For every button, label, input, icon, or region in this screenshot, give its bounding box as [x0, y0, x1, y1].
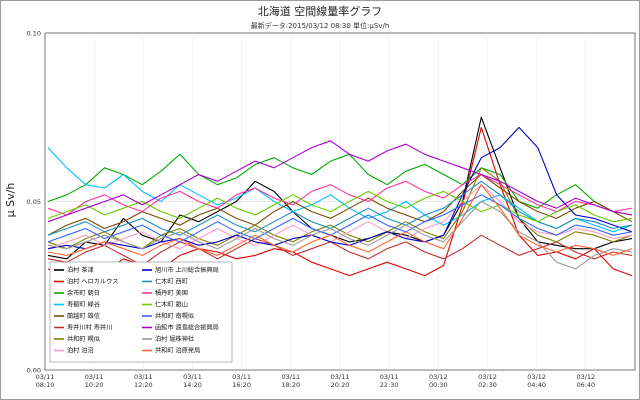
x-tick-time: 14:20 [183, 381, 202, 389]
x-tick-date: 03/11 [134, 373, 153, 381]
x-tick-time: 20:20 [331, 381, 350, 389]
x-tick-date: 03/11 [85, 373, 104, 381]
x-tick-time: 18:20 [281, 381, 300, 389]
series-line-12 [47, 194, 633, 243]
legend-entry: 寿井川村 寿井川 [67, 324, 112, 332]
series-line-15 [47, 184, 633, 256]
series-lines [47, 116, 633, 283]
legend-entry: 旭川市 上川総合振興局 [155, 266, 219, 274]
x-tick-date: 03/11 [36, 373, 55, 381]
x-tick-date: 03/12 [429, 373, 448, 381]
legend-entry: 泊村 泊沼 [67, 347, 94, 355]
y-tick-label: 0.00 [27, 367, 41, 375]
series-line-0 [47, 116, 633, 260]
legend-entry: 余市町 朝日 [67, 289, 100, 297]
legend-entry: 寿都町 緑谷 [67, 301, 100, 309]
y-tick-label: 0.10 [27, 30, 41, 38]
legend-entry: 泊村 ヘロカルウス [67, 278, 118, 286]
chart-title: 北海道 空間線量率グラフ [258, 4, 383, 18]
x-tick-time: 06:40 [576, 381, 595, 389]
series-line-14 [47, 200, 633, 270]
y-axis-label: μ Sv/h [4, 183, 17, 218]
legend-entry: 泊村 茶津 [67, 266, 94, 274]
x-tick-date: 03/12 [576, 373, 595, 381]
y-tick-labels: 0.00 0.05 0.10 [27, 30, 41, 375]
x-tick-time: 02:30 [478, 381, 497, 389]
legend-entry: 共和町 泊原発局 [155, 347, 200, 355]
x-tick-labels: 03/1108:1003/1110:2003/1112:2003/1114:20… [36, 373, 596, 389]
x-tick-time: 04:40 [527, 381, 546, 389]
x-tick-date: 03/12 [527, 373, 546, 381]
x-tick-time: 16:20 [232, 381, 251, 389]
legend-entry: 泊村 堀株神社 [155, 335, 194, 343]
x-tick-time: 22:30 [380, 381, 399, 389]
chart-subtitle: 最新データ:2015/03/12 08:30 単位:μSv/h [251, 21, 390, 30]
x-tick-date: 03/11 [281, 373, 300, 381]
x-tick-time: 08:10 [36, 381, 55, 389]
series-line-13 [47, 140, 633, 223]
y-tick-label: 0.05 [27, 198, 41, 206]
legend-entry: 積丹町 美国 [155, 289, 188, 297]
x-tick-date: 03/12 [478, 373, 497, 381]
series-line-7 [47, 184, 633, 250]
series-line-10 [47, 173, 633, 216]
legend-entry: 共和町 南幌似 [155, 312, 194, 320]
series-line-4 [47, 173, 633, 236]
x-tick-date: 03/11 [232, 373, 251, 381]
x-tick-date: 03/11 [380, 373, 399, 381]
legend-entry: 仁木町 銀山 [155, 301, 188, 309]
legend-entry: 函館市 渡島総合振興局 [155, 324, 219, 332]
legend-entry: 共和町 幌似 [67, 335, 100, 343]
legend-entry: 蘭越町 雄信 [67, 312, 100, 320]
x-tick-time: 00:30 [429, 381, 448, 389]
series-line-2 [47, 153, 633, 216]
x-tick-time: 10:20 [85, 381, 104, 389]
x-tick-time: 12:20 [134, 381, 153, 389]
x-tick-date: 03/11 [183, 373, 202, 381]
legend-entry: 仁木町 西町 [155, 278, 188, 286]
legend-box [49, 261, 233, 363]
x-tick-date: 03/11 [331, 373, 350, 381]
